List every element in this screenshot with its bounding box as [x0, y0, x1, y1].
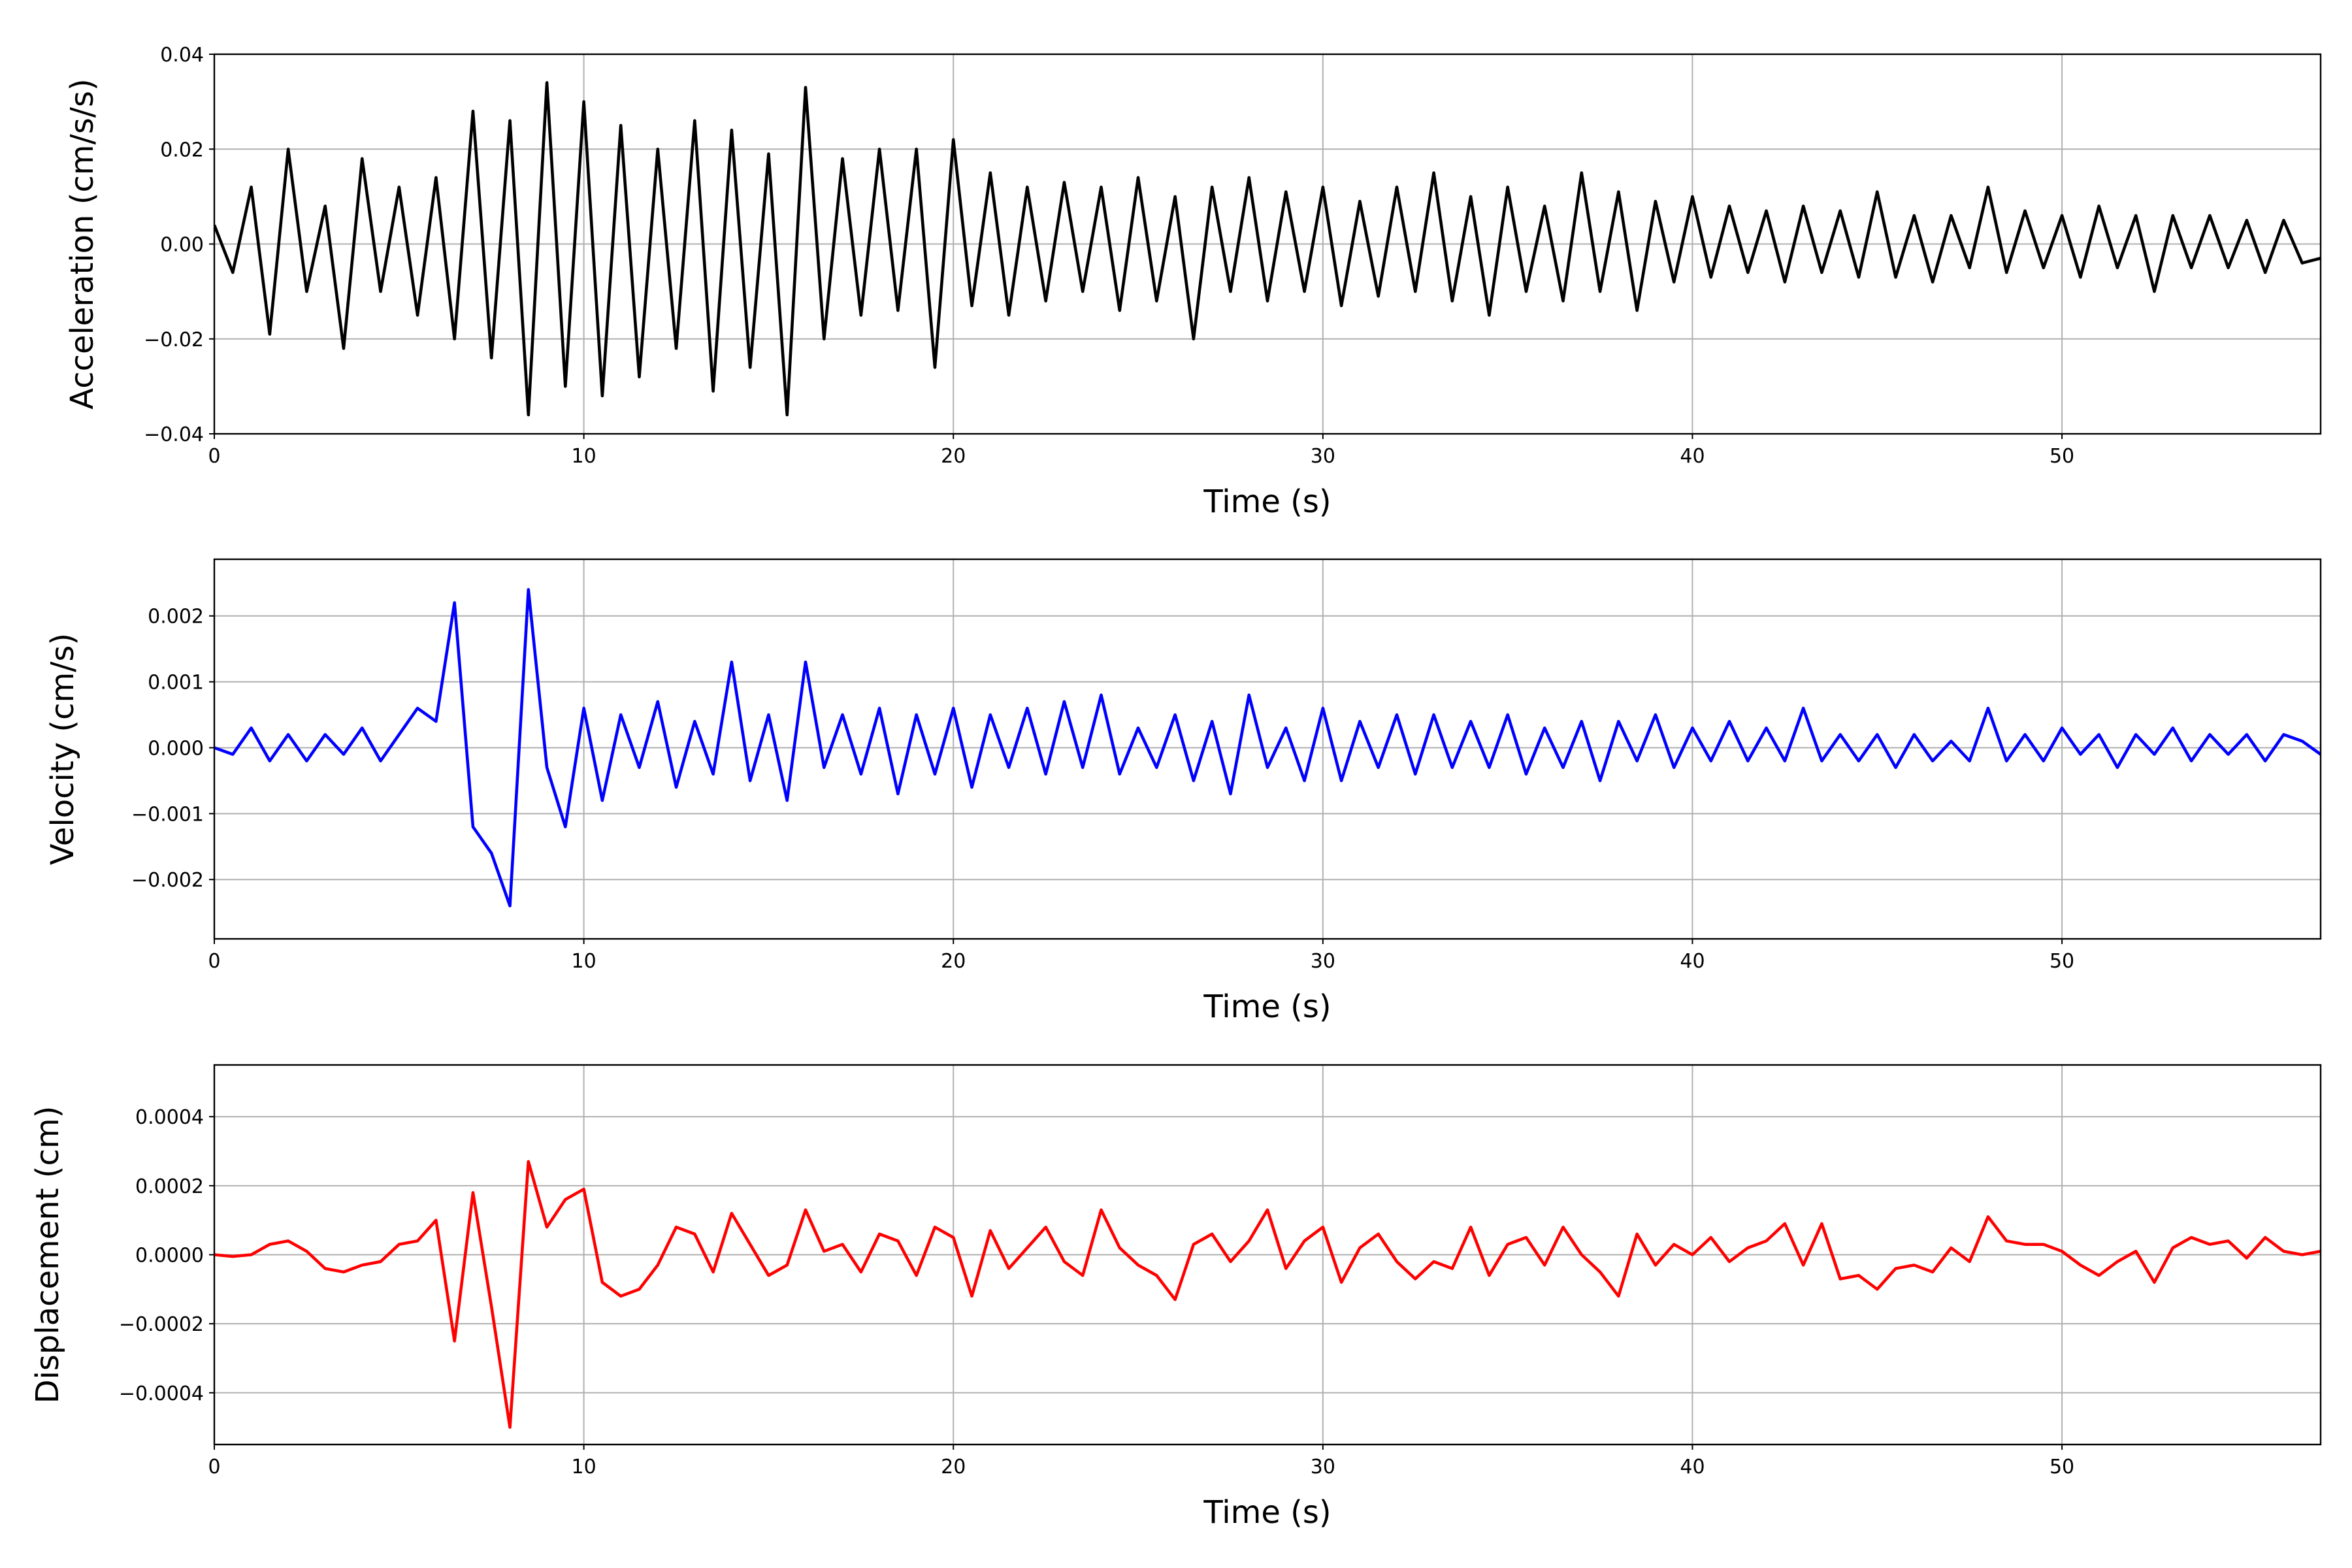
x-axis-label: Time (s) — [1203, 1494, 1331, 1531]
y-tick-label: 0.0000 — [135, 1245, 204, 1267]
x-tick-label: 40 — [1680, 1456, 1705, 1478]
x-tick-label: 0 — [208, 1456, 220, 1478]
signal-line — [214, 1160, 2321, 1429]
y-tick-label: −0.001 — [131, 803, 204, 826]
x-tick-label: 20 — [941, 1456, 966, 1478]
plot-frame — [213, 53, 2322, 435]
x-axis-label: Time (s) — [1203, 483, 1331, 520]
y-tick-label: 0.000 — [148, 737, 204, 760]
x-axis-label: Time (s) — [1203, 988, 1331, 1025]
x-tick-label: 30 — [1311, 445, 1335, 468]
y-tick-label: 0.00 — [160, 234, 204, 257]
x-tick-label: 50 — [2050, 1456, 2074, 1478]
y-tick-label: 0.0004 — [135, 1106, 204, 1129]
x-tick-label: 20 — [941, 950, 966, 973]
x-tick-label: 10 — [572, 1456, 596, 1478]
x-tick-label: 20 — [941, 445, 966, 468]
y-tick-label: −0.0004 — [119, 1382, 204, 1405]
x-tick-label: 30 — [1311, 950, 1335, 973]
y-tick-label: −0.04 — [144, 423, 204, 446]
y-axis-label: Displacement (cm) — [29, 1106, 66, 1404]
y-tick-label: 0.002 — [148, 606, 204, 629]
x-tick-label: 10 — [572, 445, 596, 468]
plot-frame — [213, 558, 2322, 940]
signal-line — [214, 81, 2321, 417]
y-tick-label: 0.0002 — [135, 1175, 204, 1198]
y-tick-label: −0.002 — [131, 869, 204, 892]
y-tick-label: 0.04 — [160, 44, 204, 67]
x-tick-label: 40 — [1680, 950, 1705, 973]
x-tick-label: 40 — [1680, 445, 1705, 468]
y-axis-label: Acceleration (cm/s/s) — [64, 78, 101, 409]
y-tick-label: −0.02 — [144, 329, 204, 351]
x-tick-label: 50 — [2050, 950, 2074, 973]
x-tick-label: 30 — [1311, 1456, 1335, 1478]
y-axis-label: Velocity (cm/s) — [44, 633, 81, 865]
x-tick-label: 10 — [572, 950, 596, 973]
plot-frame — [213, 1064, 2322, 1446]
x-tick-label: 0 — [208, 445, 220, 468]
y-tick-label: 0.001 — [148, 672, 204, 694]
x-tick-label: 0 — [208, 950, 220, 973]
y-tick-label: 0.02 — [160, 139, 204, 161]
signal-line — [214, 588, 2321, 907]
y-tick-label: −0.0002 — [119, 1313, 204, 1336]
x-tick-label: 50 — [2050, 445, 2074, 468]
